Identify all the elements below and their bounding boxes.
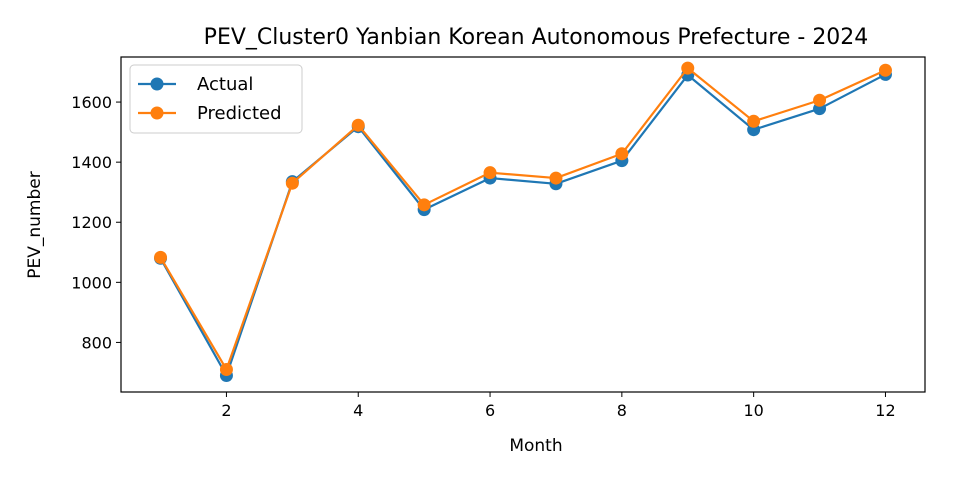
data-point-predicted <box>285 176 299 190</box>
y-axis: 800 1000 1200 1400 1600 <box>71 93 121 352</box>
x-tick-label: 8 <box>617 401 627 420</box>
y-tick-label: 1600 <box>71 93 112 112</box>
legend-box <box>129 64 303 134</box>
series-layer <box>154 61 892 382</box>
y-tick-label: 1400 <box>71 153 112 172</box>
x-tick-label: 10 <box>743 401 763 420</box>
legend-item-actual: Actual <box>138 74 253 95</box>
y-tick-label: 1200 <box>71 213 112 232</box>
legend-marker <box>150 77 164 91</box>
legend: Actual Predicted <box>129 64 303 134</box>
data-point-predicted <box>483 166 497 180</box>
chart-title: PEV_Cluster0 Yanbian Korean Autonomous P… <box>204 25 869 50</box>
data-point-predicted <box>219 362 233 376</box>
y-axis-label: PEV_number <box>25 171 45 278</box>
data-point-predicted <box>813 93 827 107</box>
data-point-predicted <box>549 171 563 185</box>
series-line-predicted <box>159 67 886 371</box>
data-point-predicted <box>681 61 695 75</box>
x-axis-label: Month <box>509 436 562 456</box>
data-point-predicted <box>417 198 431 212</box>
legend-label: Actual <box>197 74 253 95</box>
y-tick-label: 800 <box>81 333 112 352</box>
data-point-predicted <box>747 114 761 128</box>
x-axis: 2 4 6 8 10 12 <box>221 392 896 420</box>
x-tick-label: 6 <box>485 401 495 420</box>
legend-marker <box>150 106 164 120</box>
series-predicted <box>154 61 892 376</box>
y-tick-label: 1000 <box>71 273 112 292</box>
x-tick-label: 4 <box>353 401 363 420</box>
data-point-predicted <box>878 63 892 77</box>
x-tick-label: 2 <box>221 401 231 420</box>
data-point-predicted <box>351 118 365 132</box>
x-tick-label: 12 <box>875 401 895 420</box>
data-point-predicted <box>154 250 168 264</box>
legend-item-predicted: Predicted <box>138 103 282 124</box>
legend-label: Predicted <box>197 103 282 124</box>
data-point-predicted <box>615 147 629 161</box>
